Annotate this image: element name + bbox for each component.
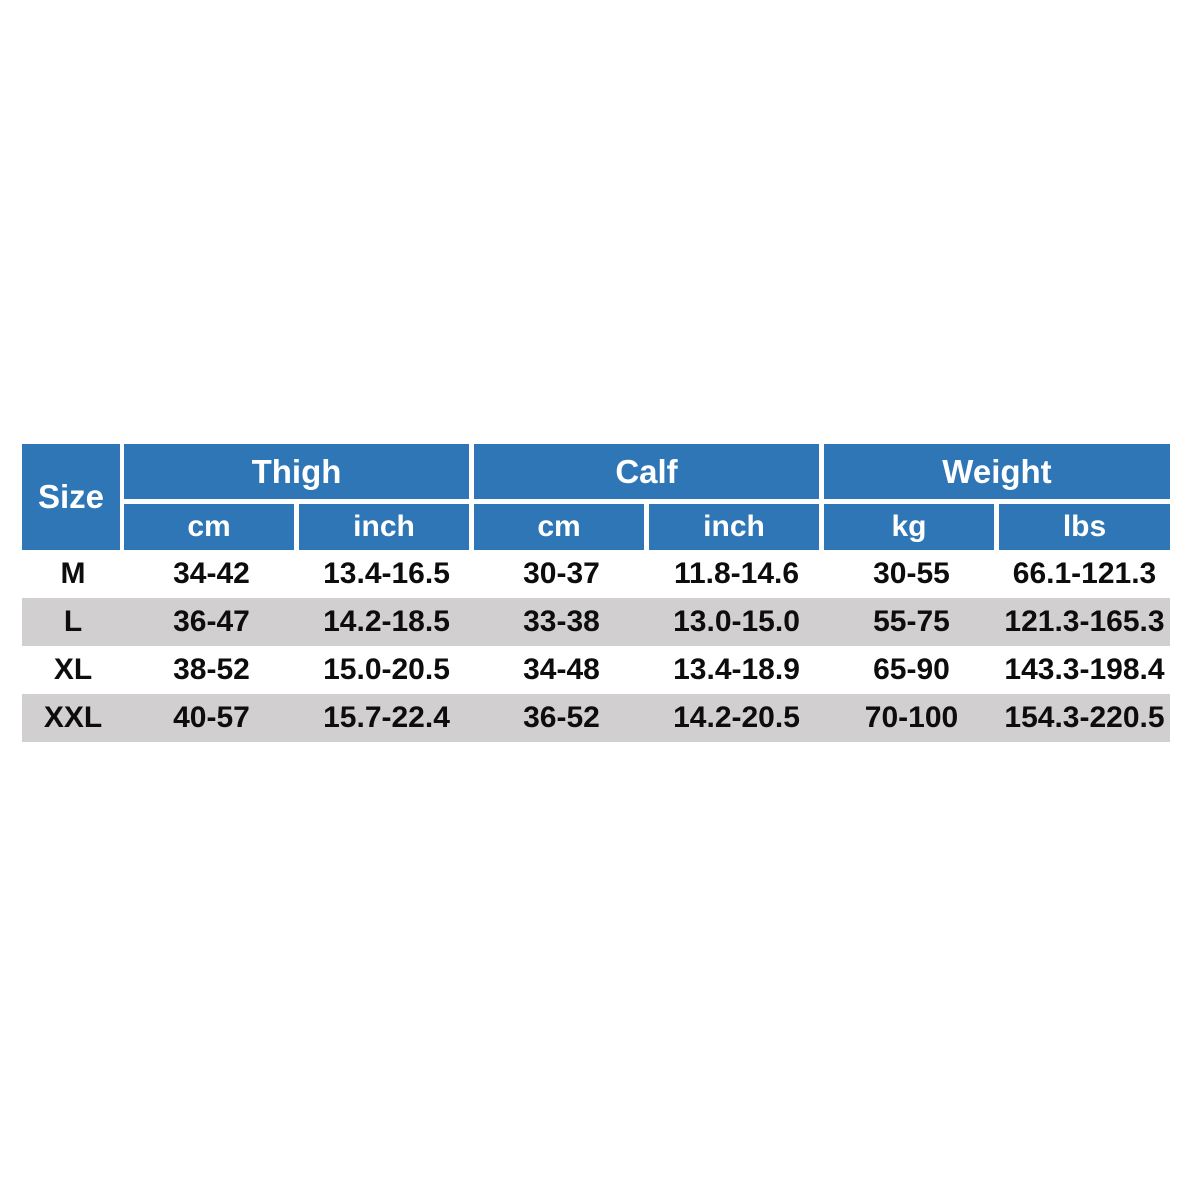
- calf-cm: 34-48: [523, 653, 600, 686]
- table-row-xl: XL 38-52 15.0-20.5 34-48 13.4-18.9 65-90…: [22, 646, 1170, 694]
- column-header-weight: Weight: [824, 444, 1170, 499]
- weight-lbs: 66.1-121.3: [1012, 557, 1157, 590]
- subheader-thigh-cm: cm: [124, 504, 294, 550]
- calf-cm: 33-38: [523, 605, 600, 638]
- thigh-cm: 38-52: [173, 653, 250, 686]
- thigh-cm: 36-47: [173, 605, 250, 638]
- table-header: Size Thigh Calf Weight cm inch cm inch k…: [22, 444, 1170, 550]
- size-label: XL: [53, 653, 93, 686]
- thigh-inch: 14.2-18.5: [323, 605, 450, 638]
- subheader-calf-inch: inch: [649, 504, 819, 550]
- sub-header-row: cm inch cm inch kg lbs: [124, 504, 1170, 550]
- column-header-thigh: Thigh: [124, 444, 469, 499]
- subheader-weight-lbs: lbs: [999, 504, 1170, 550]
- subheader-thigh-inch: inch: [299, 504, 469, 550]
- weight-kg: 55-75: [873, 605, 950, 638]
- table-row-xxl: XXL 40-57 15.7-22.4 36-52 14.2-20.5 70-1…: [22, 694, 1170, 742]
- size-label: L: [63, 605, 83, 638]
- table-body: M 34-42 13.4-16.5 30-37 11.8-14.6 30-55 …: [22, 550, 1170, 742]
- thigh-inch: 15.0-20.5: [323, 653, 450, 686]
- thigh-inch: 15.7-22.4: [323, 701, 450, 734]
- calf-inch: 11.8-14.6: [673, 557, 800, 590]
- thigh-cm: 40-57: [173, 701, 250, 734]
- weight-lbs: 143.3-198.4: [1004, 653, 1165, 686]
- table-row-m: M 34-42 13.4-16.5 30-37 11.8-14.6 30-55 …: [22, 550, 1170, 598]
- size-label: XXL: [43, 701, 103, 734]
- subheader-calf-cm: cm: [474, 504, 644, 550]
- table-row-l: L 36-47 14.2-18.5 33-38 13.0-15.0 55-75 …: [22, 598, 1170, 646]
- weight-lbs: 121.3-165.3: [1004, 605, 1165, 638]
- subheader-weight-kg: kg: [824, 504, 994, 550]
- weight-kg: 30-55: [873, 557, 950, 590]
- group-header-row: Thigh Calf Weight: [124, 444, 1170, 499]
- weight-lbs: 154.3-220.5: [1004, 701, 1165, 734]
- size-chart-table: Size Thigh Calf Weight cm inch cm inch k…: [22, 444, 1170, 742]
- calf-inch: 13.4-18.9: [673, 653, 800, 686]
- calf-cm: 36-52: [523, 701, 600, 734]
- calf-inch: 13.0-15.0: [673, 605, 800, 638]
- weight-kg: 70-100: [864, 701, 959, 734]
- size-label: M: [60, 557, 86, 590]
- weight-kg: 65-90: [873, 653, 950, 686]
- calf-cm: 30-37: [523, 557, 600, 590]
- calf-inch: 14.2-20.5: [673, 701, 800, 734]
- column-header-size: Size: [22, 444, 120, 550]
- thigh-inch: 13.4-16.5: [323, 557, 450, 590]
- thigh-cm: 34-42: [173, 557, 250, 590]
- header-right-section: Thigh Calf Weight cm inch cm inch kg lbs: [124, 444, 1170, 550]
- column-header-calf: Calf: [474, 444, 819, 499]
